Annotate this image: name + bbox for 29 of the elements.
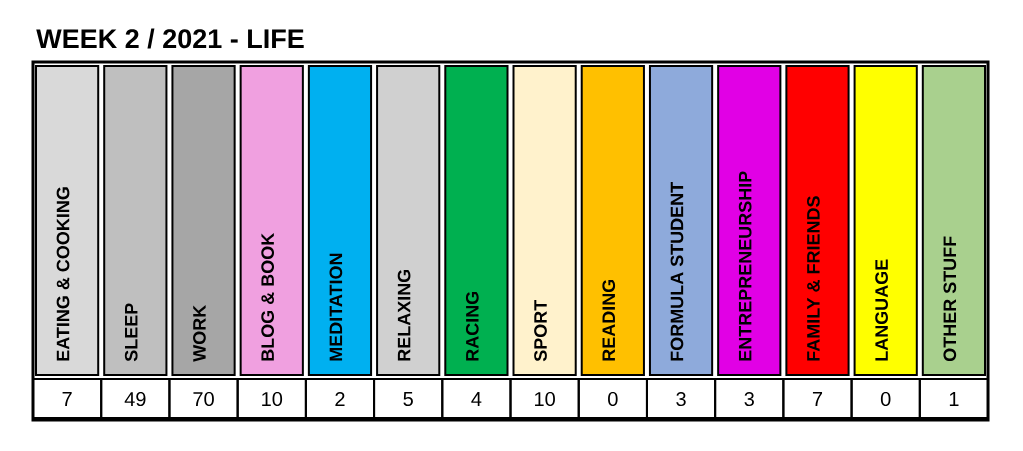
category-label: EATING & COOKING xyxy=(56,187,70,361)
data-label: 3 xyxy=(744,391,754,407)
category-label: BLOG & BOOK xyxy=(261,232,275,361)
data-label: 2 xyxy=(335,392,345,406)
data-label: 7 xyxy=(812,392,823,406)
data-label: 70 xyxy=(193,391,214,407)
data-label: 10 xyxy=(535,391,555,407)
category-label: RACING xyxy=(465,291,479,361)
data-label: 4 xyxy=(471,392,482,406)
data-label: 5 xyxy=(403,392,413,406)
data-label: 1 xyxy=(949,392,959,406)
category-label: ENTREPRENEURSHIP xyxy=(738,171,752,361)
category-label: FAMILY & FRIENDS xyxy=(807,196,820,361)
text: WEEK 2 / 2021 - LIFE xyxy=(36,28,304,49)
category-label: OTHER STUFF xyxy=(943,236,957,362)
data-label: 7 xyxy=(62,392,72,406)
category-label: MEDITATION xyxy=(329,253,343,361)
category-label: FORMULA STUDENT xyxy=(670,182,684,361)
data-label: 49 xyxy=(124,391,146,407)
category-label: SPORT xyxy=(534,300,547,362)
data-label: 3 xyxy=(676,391,686,407)
category-label: LANGUAGE xyxy=(875,259,888,361)
category-label: RELAXING xyxy=(397,269,411,361)
data-label: 0 xyxy=(608,391,618,407)
category-label: READING xyxy=(602,279,616,361)
data-label: 0 xyxy=(880,391,891,407)
data-label: 10 xyxy=(262,391,283,407)
category-label: WORK xyxy=(193,304,206,362)
category-label: SLEEP xyxy=(124,303,138,362)
